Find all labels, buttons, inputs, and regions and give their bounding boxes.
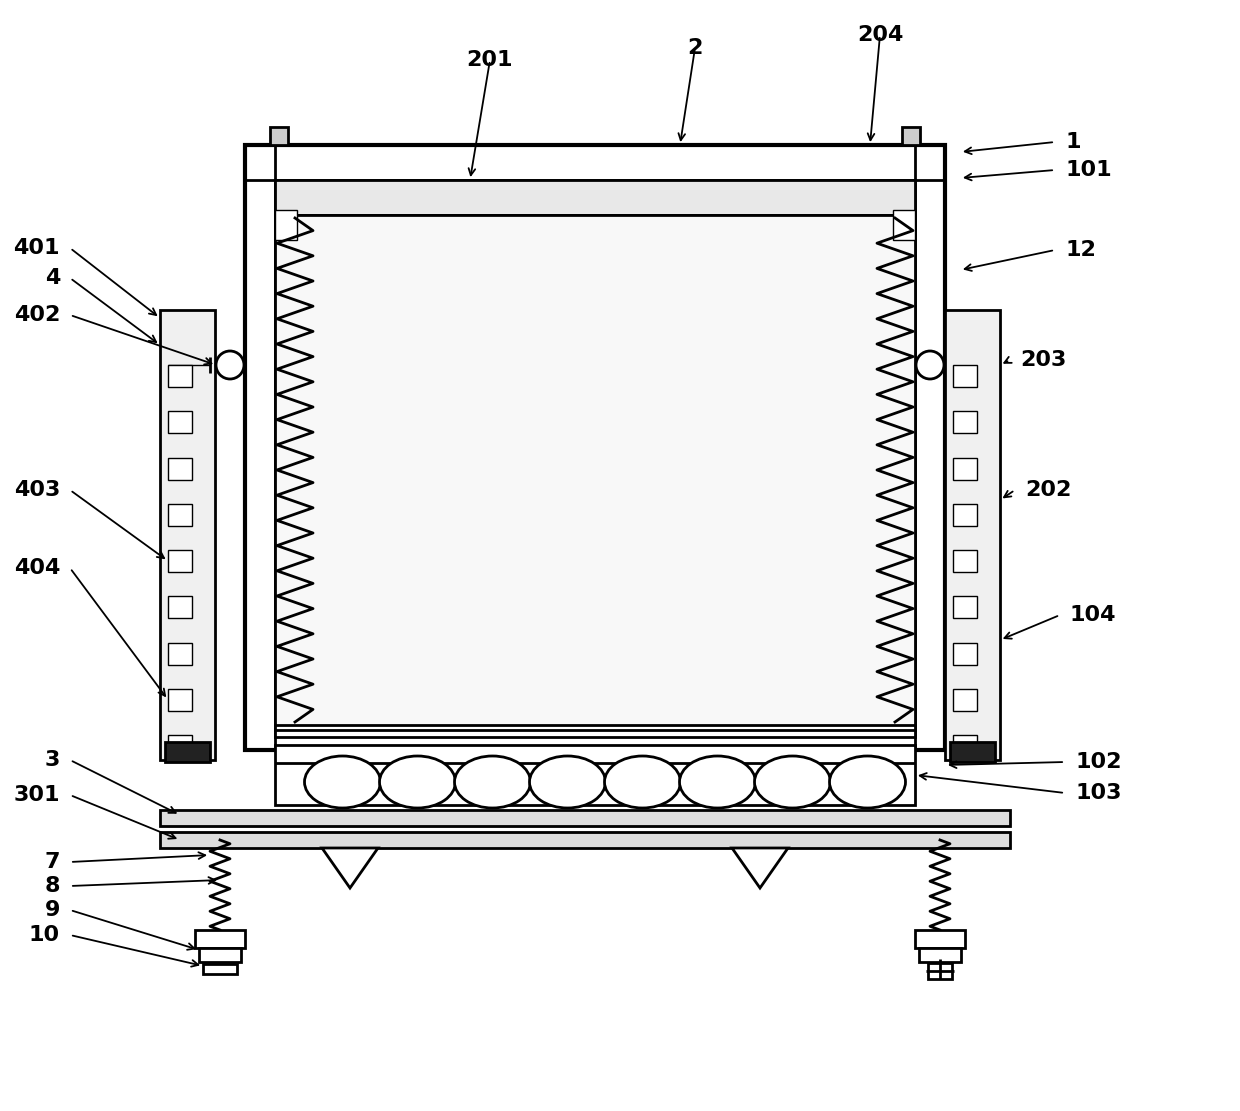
Text: 10: 10: [29, 925, 60, 945]
Bar: [954, 597, 977, 618]
Bar: [198, 948, 241, 962]
Bar: [167, 550, 192, 572]
Bar: [275, 180, 915, 216]
Bar: [195, 930, 246, 948]
Bar: [167, 411, 192, 433]
Bar: [954, 550, 977, 572]
Ellipse shape: [830, 755, 905, 808]
Ellipse shape: [680, 755, 755, 808]
Bar: [275, 725, 915, 737]
Bar: [954, 411, 977, 433]
Ellipse shape: [379, 755, 455, 808]
Bar: [928, 963, 952, 979]
Bar: [270, 127, 288, 146]
Bar: [165, 742, 210, 762]
Text: 1: 1: [1065, 132, 1080, 152]
Circle shape: [916, 351, 944, 379]
Ellipse shape: [305, 755, 381, 808]
Text: 402: 402: [14, 306, 60, 326]
Text: 2: 2: [687, 38, 703, 58]
Text: 4: 4: [45, 268, 60, 288]
Polygon shape: [732, 848, 787, 888]
Ellipse shape: [529, 755, 605, 808]
Bar: [160, 832, 1011, 848]
Text: 3: 3: [45, 750, 60, 770]
Text: 7: 7: [45, 852, 60, 872]
Bar: [954, 735, 977, 757]
Text: 101: 101: [1065, 160, 1111, 180]
Text: 204: 204: [857, 26, 903, 46]
Bar: [160, 310, 215, 760]
Text: 104: 104: [1070, 605, 1116, 625]
Text: 404: 404: [14, 558, 60, 578]
Bar: [167, 597, 192, 618]
Bar: [945, 310, 999, 760]
Bar: [167, 503, 192, 526]
Text: 9: 9: [45, 900, 60, 920]
Ellipse shape: [605, 755, 681, 808]
Bar: [167, 458, 192, 480]
Bar: [893, 210, 915, 240]
Bar: [950, 742, 994, 762]
Ellipse shape: [455, 755, 531, 808]
Bar: [167, 689, 192, 711]
Polygon shape: [322, 848, 378, 888]
Bar: [167, 366, 192, 387]
Bar: [246, 146, 945, 750]
Text: 401: 401: [14, 238, 60, 258]
Text: 403: 403: [14, 480, 60, 500]
Bar: [954, 458, 977, 480]
Bar: [275, 745, 915, 805]
Bar: [915, 930, 965, 948]
Text: 8: 8: [45, 875, 60, 895]
Bar: [160, 810, 1011, 825]
Text: 301: 301: [14, 785, 60, 805]
Text: 102: 102: [1075, 752, 1121, 772]
Bar: [919, 948, 961, 962]
Circle shape: [216, 351, 244, 379]
Bar: [954, 503, 977, 526]
Bar: [954, 642, 977, 664]
Text: 201: 201: [466, 50, 513, 70]
Bar: [167, 735, 192, 757]
Text: 12: 12: [1065, 240, 1096, 260]
Bar: [275, 210, 298, 240]
Bar: [167, 642, 192, 664]
Text: 202: 202: [1025, 480, 1071, 500]
Bar: [203, 964, 237, 974]
Text: 203: 203: [1021, 350, 1066, 370]
Bar: [901, 127, 920, 146]
Bar: [275, 216, 915, 730]
Ellipse shape: [754, 755, 831, 808]
Bar: [954, 366, 977, 387]
Text: 103: 103: [1075, 783, 1121, 803]
Bar: [954, 689, 977, 711]
